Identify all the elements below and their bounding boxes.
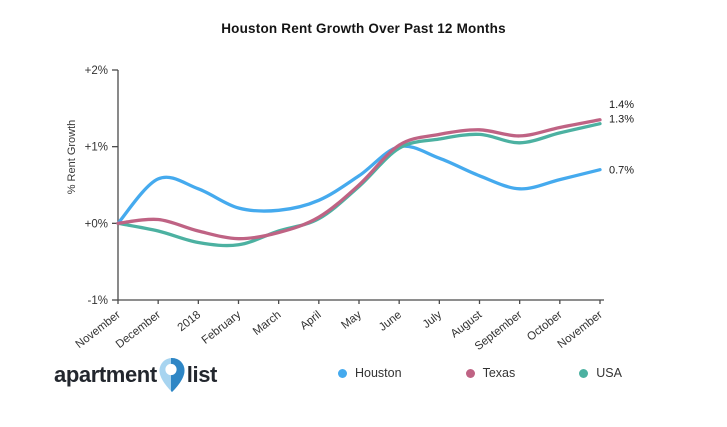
legend-item-houston: Houston <box>338 366 402 380</box>
x-tick-label: June <box>377 309 404 334</box>
end-label-usa: 1.3% <box>609 114 634 126</box>
legend-dot-usa <box>579 368 589 378</box>
y-tick-label: +1% <box>85 142 108 154</box>
x-tick-label: 2018 <box>176 309 204 334</box>
end-label-texas: 1.4% <box>609 99 634 111</box>
x-tick-label: November <box>556 309 605 351</box>
x-tick-label: December <box>114 309 163 351</box>
x-tick-label: August <box>449 308 485 340</box>
chart-title: Houston Rent Growth Over Past 12 Months <box>221 21 506 36</box>
chart-legend: Houston Texas USA <box>338 365 622 381</box>
y-tick-label: +0% <box>85 218 108 230</box>
x-tick-label: May <box>339 309 364 332</box>
legend-dot-houston <box>338 368 347 378</box>
legend-label: Houston <box>355 366 402 380</box>
x-tick-label: March <box>251 309 284 338</box>
legend-dot-texas <box>465 368 475 378</box>
legend-item-texas: Texas <box>465 366 516 380</box>
legend-label: Texas <box>482 366 516 380</box>
map-pin-icon <box>159 358 185 392</box>
logo-word-apartment: apartment <box>54 362 157 387</box>
x-tick-label: April <box>298 309 324 333</box>
y-tick-label: -1% <box>88 295 108 307</box>
legend-item-usa: USA <box>579 366 622 380</box>
y-tick-label: +2% <box>85 65 108 77</box>
series-line-houston <box>116 144 602 225</box>
x-tick-label: July <box>421 309 445 331</box>
end-label-houston: 0.7% <box>609 165 634 177</box>
x-tick-label: February <box>200 309 244 347</box>
logo-word-list: list <box>186 362 218 387</box>
apartmentlist-logo: apartment list <box>54 356 217 394</box>
series-line-texas <box>116 118 602 241</box>
legend-label: USA <box>596 366 622 380</box>
